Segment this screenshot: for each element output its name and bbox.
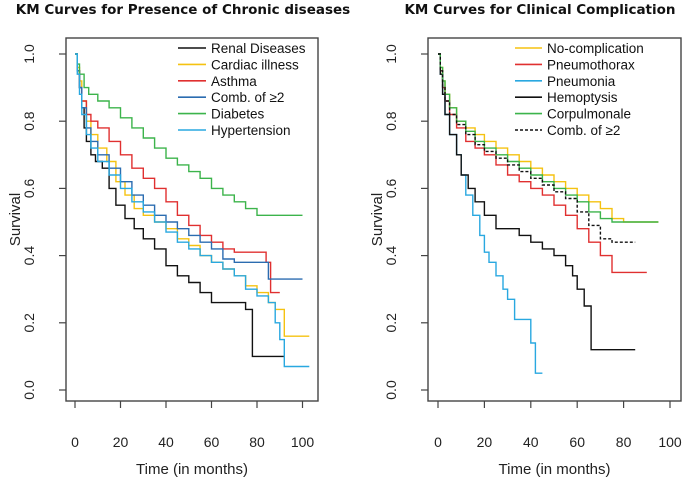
y-tick-label: 0.8 bbox=[383, 111, 399, 131]
x-tick-label: 100 bbox=[658, 434, 682, 450]
chart-title: KM Curves for Clinical Complication bbox=[404, 2, 675, 18]
legend-label-comb-of-ge2: Comb. of ≥2 bbox=[211, 90, 284, 105]
y-axis-label: Survival bbox=[7, 193, 24, 246]
legend-label-pneumothorax: Pneumothorax bbox=[547, 57, 635, 72]
legend-label-hemoptysis: Hemoptysis bbox=[547, 90, 618, 105]
y-tick-label: 0.8 bbox=[21, 111, 37, 131]
km-panel-2: KM Curves for Clinical Complication 0 20 40… bbox=[369, 2, 682, 478]
y-axis-label: Survival bbox=[369, 193, 386, 246]
x-tick-label: 0 bbox=[71, 434, 79, 450]
series-line-renal-diseases bbox=[75, 53, 285, 358]
legend-label-cardiac-illness: Cardiac illness bbox=[211, 57, 299, 72]
x-axis-label: Time (in months) bbox=[499, 461, 611, 478]
y-tick-label: 0.0 bbox=[21, 380, 37, 400]
legend-label-diabetes: Diabetes bbox=[211, 107, 265, 122]
legend-label-comb-of-ge2: Comb. of ≥2 bbox=[547, 123, 620, 138]
y-tick-label: 0.6 bbox=[21, 178, 37, 198]
legend-label-pneumonia: Pneumonia bbox=[547, 74, 616, 89]
series-line-pneumonia bbox=[438, 53, 543, 374]
x-tick-label: 80 bbox=[616, 434, 632, 450]
legend-label-no-complication: No-complication bbox=[547, 41, 644, 56]
series-line-asthma bbox=[75, 53, 280, 294]
x-tick-label: 0 bbox=[434, 434, 442, 450]
legend-label-hypertension: Hypertension bbox=[211, 123, 291, 138]
x-tick-label: 80 bbox=[249, 434, 265, 450]
chart-title: KM Curves for Presence of Chronic diseas… bbox=[16, 2, 350, 18]
y-tick-label: 0.2 bbox=[383, 313, 399, 333]
km-panel-1: KM Curves for Presence of Chronic diseas… bbox=[7, 2, 350, 478]
series-line-comb-of-ge2 bbox=[75, 53, 303, 280]
legend-label-renal-diseases: Renal Diseases bbox=[211, 41, 306, 56]
y-tick-label: 0.4 bbox=[383, 246, 399, 266]
series-line-diabetes bbox=[75, 53, 303, 216]
series-line-comb-of-ge2 bbox=[438, 53, 636, 243]
x-tick-label: 40 bbox=[523, 434, 539, 450]
plot-frame bbox=[427, 37, 682, 402]
y-tick-label: 1.0 bbox=[21, 44, 37, 64]
y-tick-label: 1.0 bbox=[383, 44, 399, 64]
x-tick-label: 40 bbox=[158, 434, 174, 450]
x-axis-label: Time (in months) bbox=[136, 461, 248, 478]
y-tick-label: 0.4 bbox=[21, 246, 37, 266]
series-line-hypertension bbox=[75, 53, 310, 368]
series-line-corpulmonale bbox=[438, 53, 659, 223]
y-tick-label: 0.2 bbox=[21, 313, 37, 333]
y-tick-label: 0.0 bbox=[383, 380, 399, 400]
series-line-pneumothorax bbox=[438, 53, 647, 274]
plot-frame bbox=[65, 37, 319, 402]
x-tick-label: 20 bbox=[113, 434, 129, 450]
x-tick-label: 60 bbox=[204, 434, 220, 450]
y-tick-label: 0.6 bbox=[383, 178, 399, 198]
legend-label-asthma: Asthma bbox=[211, 74, 257, 89]
series-line-hemoptysis bbox=[438, 53, 636, 351]
legend-label-corpulmonale: Corpulmonale bbox=[547, 107, 631, 122]
x-tick-label: 100 bbox=[291, 434, 315, 450]
x-tick-label: 60 bbox=[569, 434, 585, 450]
x-tick-label: 20 bbox=[477, 434, 493, 450]
